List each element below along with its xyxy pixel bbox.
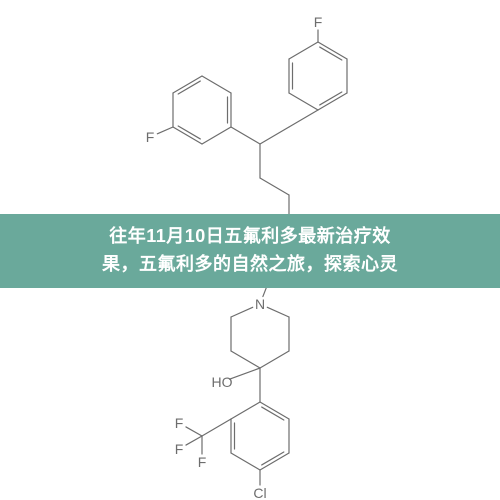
headline-banner: 往年11月10日五氟利多最新治疗效 果，五氟利多的自然之旅，探索心灵 (0, 214, 500, 288)
headline-banner-text: 往年11月10日五氟利多最新治疗效 果，五氟利多的自然之旅，探索心灵 (102, 223, 398, 279)
headline-line-1: 往年11月10日五氟利多最新治疗效 (109, 226, 391, 246)
page-root: FFNHOClFFF 往年11月10日五氟利多最新治疗效 果，五氟利多的自然之旅… (0, 0, 500, 500)
headline-line-2: 果，五氟利多的自然之旅，探索心灵 (102, 254, 398, 274)
